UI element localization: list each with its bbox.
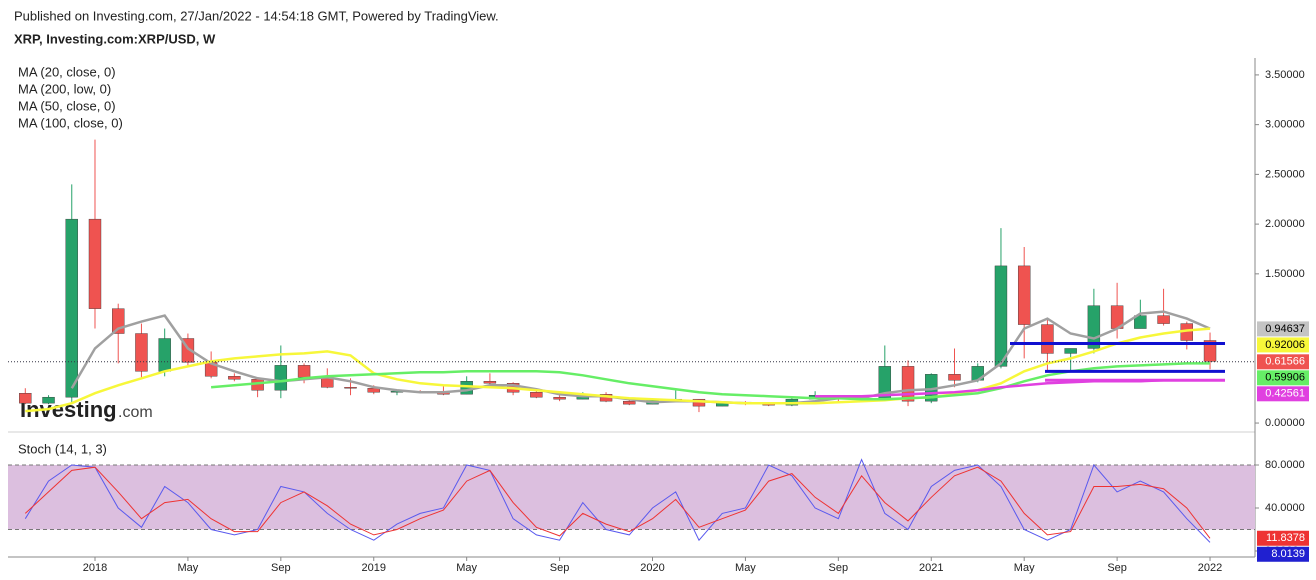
y-tick-label: 40.0000 <box>1265 502 1305 514</box>
candle-body <box>1017 265 1031 325</box>
price-label: 0.42561 <box>1265 388 1305 400</box>
x-tick-label: Sep <box>1107 562 1127 574</box>
candle-body <box>901 366 915 402</box>
candle-body <box>42 396 55 404</box>
series-line <box>25 327 1211 413</box>
candle-body <box>135 333 148 372</box>
candle-body <box>623 400 636 405</box>
x-tick-label: 2019 <box>362 562 386 574</box>
legend-entry: MA (100, close, 0) <box>18 115 123 130</box>
x-tick-label: Sep <box>271 562 291 574</box>
x-tick-label: 2018 <box>83 562 107 574</box>
series-line <box>210 362 1210 401</box>
price-label: 0.59906 <box>1265 372 1305 384</box>
price-label: 0.61566 <box>1265 356 1305 368</box>
x-tick-label: Sep <box>829 562 849 574</box>
stoch-title: Stoch (14, 1, 3) <box>18 441 107 456</box>
price-label-box <box>1257 354 1309 370</box>
watermark-suffix: .com <box>118 404 153 421</box>
candle-body <box>65 218 78 398</box>
candle-body <box>483 381 497 384</box>
published-note: Published on Investing.com, 27/Jan/2022 … <box>14 8 499 23</box>
series-line <box>70 310 1211 405</box>
x-tick-label: 2022 <box>1198 562 1222 574</box>
x-tick-label: May <box>456 562 477 574</box>
x-tick-label: 2020 <box>640 562 664 574</box>
candle-body <box>274 365 288 391</box>
candle-body <box>530 392 543 398</box>
price-label: 11.8378 <box>1266 532 1305 544</box>
price-label-box <box>1257 370 1309 386</box>
x-tick-label: Sep <box>550 562 570 574</box>
candle-body <box>1203 340 1217 362</box>
series-line <box>24 458 1211 543</box>
y-tick-label: 1.50000 <box>1265 268 1305 280</box>
candle-body <box>994 265 1008 367</box>
candle-body <box>1157 315 1170 324</box>
candle-body <box>948 374 961 381</box>
candle-body <box>460 381 473 395</box>
candle-body <box>1041 324 1054 354</box>
x-tick-label: May <box>1014 562 1035 574</box>
price-label: 0.94637 <box>1265 323 1305 335</box>
candle-body <box>1064 348 1077 354</box>
price-label-box <box>1257 546 1309 562</box>
y-tick-label: 0.00000 <box>1265 417 1305 429</box>
y-tick-label: 80.0000 <box>1265 459 1305 471</box>
candle-body <box>88 218 102 309</box>
price-label-box <box>1257 337 1309 353</box>
y-tick-label: 2.50000 <box>1265 168 1305 180</box>
series-line <box>24 466 1211 539</box>
y-tick-label: 3.50000 <box>1265 69 1305 81</box>
candle-body <box>19 393 32 404</box>
candle-body <box>344 387 357 389</box>
price-label-box <box>1257 386 1309 402</box>
legend-entry: MA (200, low, 0) <box>18 81 111 96</box>
price-label-box <box>1257 321 1309 337</box>
x-tick-label: May <box>178 562 199 574</box>
x-tick-label: 2021 <box>919 562 943 574</box>
candle-body <box>228 376 241 380</box>
candle-body <box>158 338 171 372</box>
price-label: 8.0139 <box>1271 548 1305 560</box>
y-tick-label: 2.00000 <box>1265 218 1305 230</box>
price-label: 0.92006 <box>1265 339 1305 351</box>
x-tick-label: May <box>735 562 756 574</box>
candle-body <box>553 396 566 400</box>
legend-entry: MA (20, close, 0) <box>18 64 116 79</box>
stoch-band <box>8 465 1255 530</box>
symbol-title: XRP, Investing.com:XRP/USD, W <box>14 31 216 46</box>
legend-entry: MA (50, close, 0) <box>18 98 116 113</box>
y-tick-label: 3.00000 <box>1265 119 1305 131</box>
candle-body <box>1134 315 1147 329</box>
price-label-box <box>1257 530 1309 546</box>
candle-body <box>297 365 311 378</box>
